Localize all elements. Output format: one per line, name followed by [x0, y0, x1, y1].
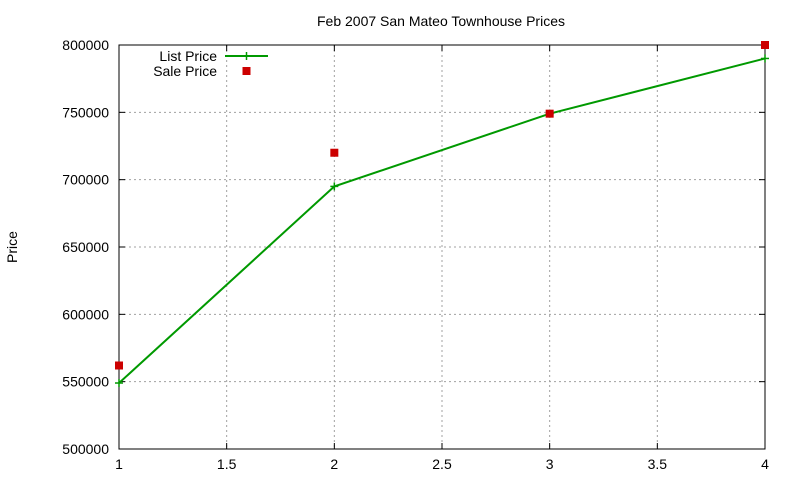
axes: 1 1.5 2 2.5 3 3.5 4 500000 550000 600000 650000 700…: [62, 37, 769, 472]
data-point: [330, 148, 339, 157]
x-tick-label: 2.5: [432, 456, 452, 472]
y-tick-label: 700000: [62, 172, 109, 188]
x-tick-label: 4: [761, 456, 769, 472]
legend-entry: Sale Price: [153, 63, 251, 79]
y-axis-label: Price: [4, 231, 20, 263]
x-tick-label: 1.5: [217, 456, 237, 472]
y-tick-label: 550000: [62, 374, 109, 390]
data-point: [761, 54, 769, 63]
series-sale-price: [115, 41, 769, 370]
legend-label: Sale Price: [153, 63, 217, 79]
legend-entry: List Price: [159, 48, 268, 64]
grid: [119, 45, 765, 449]
series-line: [118, 57, 766, 384]
y-tick-label: 650000: [62, 239, 109, 255]
legend-marker: [242, 67, 251, 75]
x-tick-label: 3: [546, 456, 554, 472]
legend-label: List Price: [159, 48, 217, 64]
x-tick-label: 1: [115, 456, 123, 472]
legend-marker: [242, 52, 251, 60]
y-tick-label: 800000: [62, 37, 109, 53]
data-point: [761, 41, 769, 49]
data-point: [115, 361, 123, 370]
chart-title: Feb 2007 San Mateo Townhouse Prices: [317, 13, 565, 29]
y-tick-label: 600000: [62, 306, 109, 322]
y-tick-label: 500000: [62, 441, 109, 457]
x-tick-label: 3.5: [648, 456, 668, 472]
data-point: [115, 379, 123, 388]
data-point: [545, 109, 554, 118]
y-tick-label: 750000: [62, 104, 109, 120]
series-layer: [115, 41, 769, 388]
data-point: [330, 182, 339, 191]
x-tick-label: 2: [330, 456, 338, 472]
